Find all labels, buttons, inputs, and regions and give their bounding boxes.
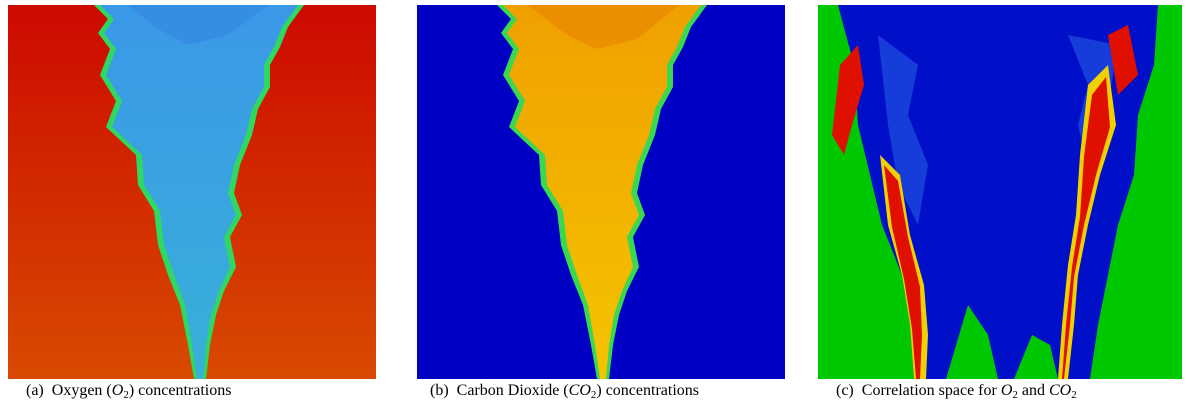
caption-a: (a) Oxygen (O2) concentrations (26, 382, 232, 401)
correlation-texture (878, 35, 1118, 225)
correlation-right-spot (1108, 25, 1138, 95)
correlation-right-band-hot (1062, 77, 1110, 379)
oxygen-plume (100, 5, 298, 379)
oxygen-plume-shade (128, 5, 268, 45)
caption-c: (c) Correlation space for O2 and CO2 (836, 382, 1077, 401)
carbon-dioxide-concentration-image (417, 5, 785, 379)
correlation-left-band-hot (884, 165, 922, 379)
oxygen-concentration-image (8, 5, 376, 379)
caption-b: (b) Carbon Dioxide (CO2) concentrations (430, 382, 699, 401)
correlation-left-spot (832, 45, 864, 155)
correlation-space-image (818, 5, 1182, 379)
co2-plume-core (527, 5, 679, 49)
co2-plume (503, 5, 701, 379)
